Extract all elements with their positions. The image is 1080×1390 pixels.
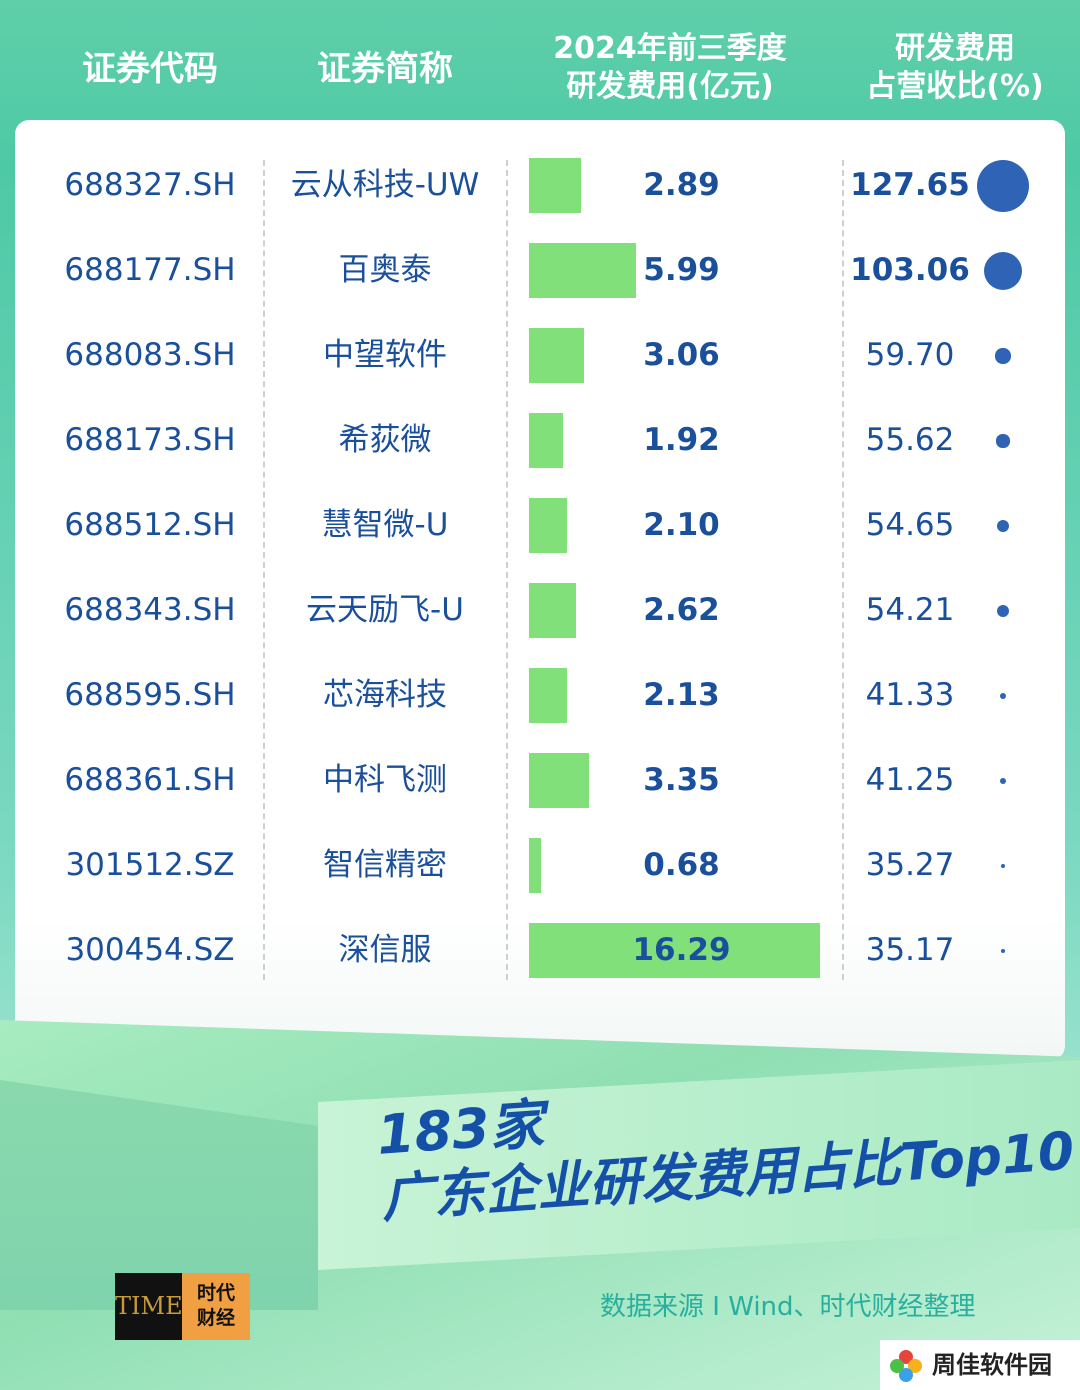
table-row: 688595.SH 芯海科技 2.13 41.33 [0, 668, 1080, 753]
rd-expense-value: 2.10 [643, 507, 720, 543]
rd-expense-bar [529, 668, 568, 723]
security-name: 智信精密 [323, 847, 447, 883]
security-code: 688361.SH [64, 762, 236, 798]
table-row: 688512.SH 慧智微-U 2.10 54.65 [0, 498, 1080, 583]
rd-expense-value: 3.35 [643, 762, 720, 798]
security-name: 深信服 [338, 932, 432, 968]
security-name: 希荻微 [338, 422, 432, 458]
rd-ratio-value: 54.65 [865, 507, 955, 543]
logo-text: 时代 财经 [182, 1273, 250, 1340]
pinwheel-icon [890, 1350, 922, 1382]
security-name: 云天励飞-U [306, 592, 464, 628]
header-rd-line1: 2024年前三季度 [553, 31, 787, 66]
rd-expense-bar [529, 498, 567, 553]
header-ratio-line1: 研发费用 [895, 31, 1015, 66]
table-row: 688173.SH 希荻微 1.92 55.62 [0, 413, 1080, 498]
column-separator [506, 160, 508, 980]
header-ratio-line2: 占营收比(%) [866, 69, 1044, 104]
security-code: 688343.SH [64, 592, 236, 628]
title-ribbon [318, 1060, 1080, 1270]
rd-ratio-dot [995, 348, 1011, 364]
rd-ratio-value: 127.65 [850, 167, 970, 203]
rd-ratio-dot [996, 519, 1010, 533]
security-code: 688327.SH [64, 167, 236, 203]
rd-ratio-dot [999, 777, 1007, 785]
security-code: 688177.SH [64, 252, 236, 288]
rd-expense-value: 16.29 [632, 932, 731, 968]
rd-ratio-value: 41.25 [865, 762, 955, 798]
rd-expense-value: 0.68 [643, 847, 720, 883]
rd-ratio-value: 103.06 [850, 252, 970, 288]
rd-expense-value: 2.13 [643, 677, 720, 713]
ribbon-shadow [0, 1080, 318, 1310]
security-code: 688173.SH [64, 422, 236, 458]
rd-expense-value: 1.92 [643, 422, 720, 458]
table-row: 688343.SH 云天励飞-U 2.62 54.21 [0, 583, 1080, 668]
rd-expense-bar [529, 838, 542, 893]
rd-expense-bar [529, 753, 589, 808]
security-name: 中科飞测 [323, 762, 447, 798]
table-row: 688177.SH 百奥泰 5.99 103.06 [0, 243, 1080, 328]
rd-expense-value: 3.06 [643, 337, 720, 373]
rd-expense-bar [529, 583, 576, 638]
table-header: 证券代码 证券简称 2024年前三季度 研发费用(亿元) 研发费用 占营收比(%… [0, 0, 1080, 120]
table-row: 688327.SH 云从科技-UW 2.89 127.65 [0, 158, 1080, 243]
security-code: 301512.SZ [65, 847, 235, 883]
table-row: 688083.SH 中望软件 3.06 59.70 [0, 328, 1080, 413]
rd-ratio-value: 35.17 [865, 932, 955, 968]
rd-ratio-dot [999, 692, 1007, 700]
rd-ratio-value: 41.33 [865, 677, 955, 713]
header-rd: 2024年前三季度 研发费用(亿元) [510, 30, 830, 106]
rd-ratio-dot [983, 251, 1023, 291]
logo-text-line1: 时代 [196, 1282, 235, 1304]
rd-ratio-dot [1001, 949, 1005, 953]
table-row: 301512.SZ 智信精密 0.68 35.27 [0, 838, 1080, 923]
rd-ratio-value: 54.21 [865, 592, 955, 628]
rd-expense-bar [529, 328, 584, 383]
security-name: 芯海科技 [323, 677, 447, 713]
rd-ratio-dot [1000, 863, 1005, 868]
header-code: 证券代码 [82, 49, 218, 89]
header-rd-line2: 研发费用(亿元) [566, 69, 774, 104]
watermark: 周佳软件园 [880, 1340, 1080, 1390]
rd-expense-value: 5.99 [643, 252, 720, 288]
data-source: 数据来源 I Wind、时代财经整理 [600, 1292, 976, 1322]
table-row: 688361.SH 中科飞测 3.35 41.25 [0, 753, 1080, 838]
security-code: 300454.SZ [65, 932, 235, 968]
security-name: 云从科技-UW [290, 167, 480, 203]
rd-expense-bar [529, 413, 564, 468]
rd-ratio-value: 35.27 [865, 847, 955, 883]
rd-expense-value: 2.89 [643, 167, 720, 203]
rd-expense-bar [529, 158, 581, 213]
header-ratio: 研发费用 占营收比(%) [830, 30, 1080, 106]
rd-ratio-dot [996, 604, 1010, 618]
time-weekly-logo: TIME 时代 财经 [115, 1273, 250, 1340]
rd-ratio-value: 55.62 [865, 422, 955, 458]
header-name: 证券简称 [317, 49, 453, 89]
rd-expense-bar [529, 243, 636, 298]
table-row: 300454.SZ 深信服 16.29 35.17 [0, 923, 1080, 1008]
rd-ratio-dot [977, 160, 1029, 212]
logo-text-line2: 财经 [196, 1307, 235, 1329]
security-code: 688512.SH [64, 507, 236, 543]
watermark-text: 周佳软件园 [932, 1351, 1052, 1379]
rd-ratio-value: 59.70 [865, 337, 955, 373]
security-code: 688083.SH [64, 337, 236, 373]
rd-expense-bar [529, 923, 820, 978]
security-name: 百奥泰 [338, 252, 432, 288]
security-name: 慧智微-U [321, 507, 449, 543]
column-separator [842, 160, 844, 980]
security-name: 中望软件 [323, 337, 447, 373]
column-separator [263, 160, 265, 980]
rd-expense-value: 2.62 [643, 592, 720, 628]
security-code: 688595.SH [64, 677, 236, 713]
rd-ratio-dot [996, 434, 1010, 448]
logo-time-mark: TIME [115, 1273, 183, 1340]
